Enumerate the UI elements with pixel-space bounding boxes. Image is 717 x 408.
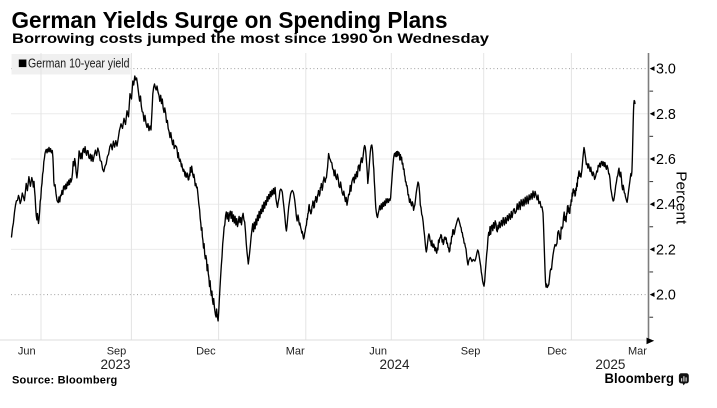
svg-text:Source: Bloomberg: Source: Bloomberg [12, 375, 117, 387]
svg-text:Dec: Dec [196, 346, 216, 358]
svg-text:2.6: 2.6 [656, 152, 676, 168]
svg-text:Percent: Percent [673, 171, 689, 224]
svg-text:3.0: 3.0 [656, 62, 676, 78]
svg-text:Borrowing costs jumped the mos: Borrowing costs jumped the most since 19… [12, 31, 489, 46]
svg-text:2023: 2023 [100, 357, 130, 372]
svg-text:Sep: Sep [461, 346, 481, 358]
svg-text:2.2: 2.2 [656, 242, 676, 258]
svg-text:2.4: 2.4 [656, 197, 676, 213]
svg-text:German Yields Surge on Spendin: German Yields Surge on Spending Plans [12, 7, 448, 33]
svg-text:Bloomberg: Bloomberg [605, 371, 675, 386]
svg-text:2024: 2024 [379, 357, 410, 372]
svg-text:Dec: Dec [547, 346, 567, 358]
svg-text:Jun: Jun [369, 346, 387, 358]
svg-text:2025: 2025 [595, 357, 625, 372]
svg-text:Sep: Sep [107, 346, 127, 358]
svg-text:Jun: Jun [18, 346, 36, 358]
svg-text:German 10-year yield: German 10-year yield [28, 57, 130, 71]
svg-text:2.8: 2.8 [656, 107, 676, 123]
svg-text:Mar: Mar [628, 346, 647, 358]
svg-text:2.0: 2.0 [656, 288, 676, 304]
svg-text:Mar: Mar [286, 346, 305, 358]
